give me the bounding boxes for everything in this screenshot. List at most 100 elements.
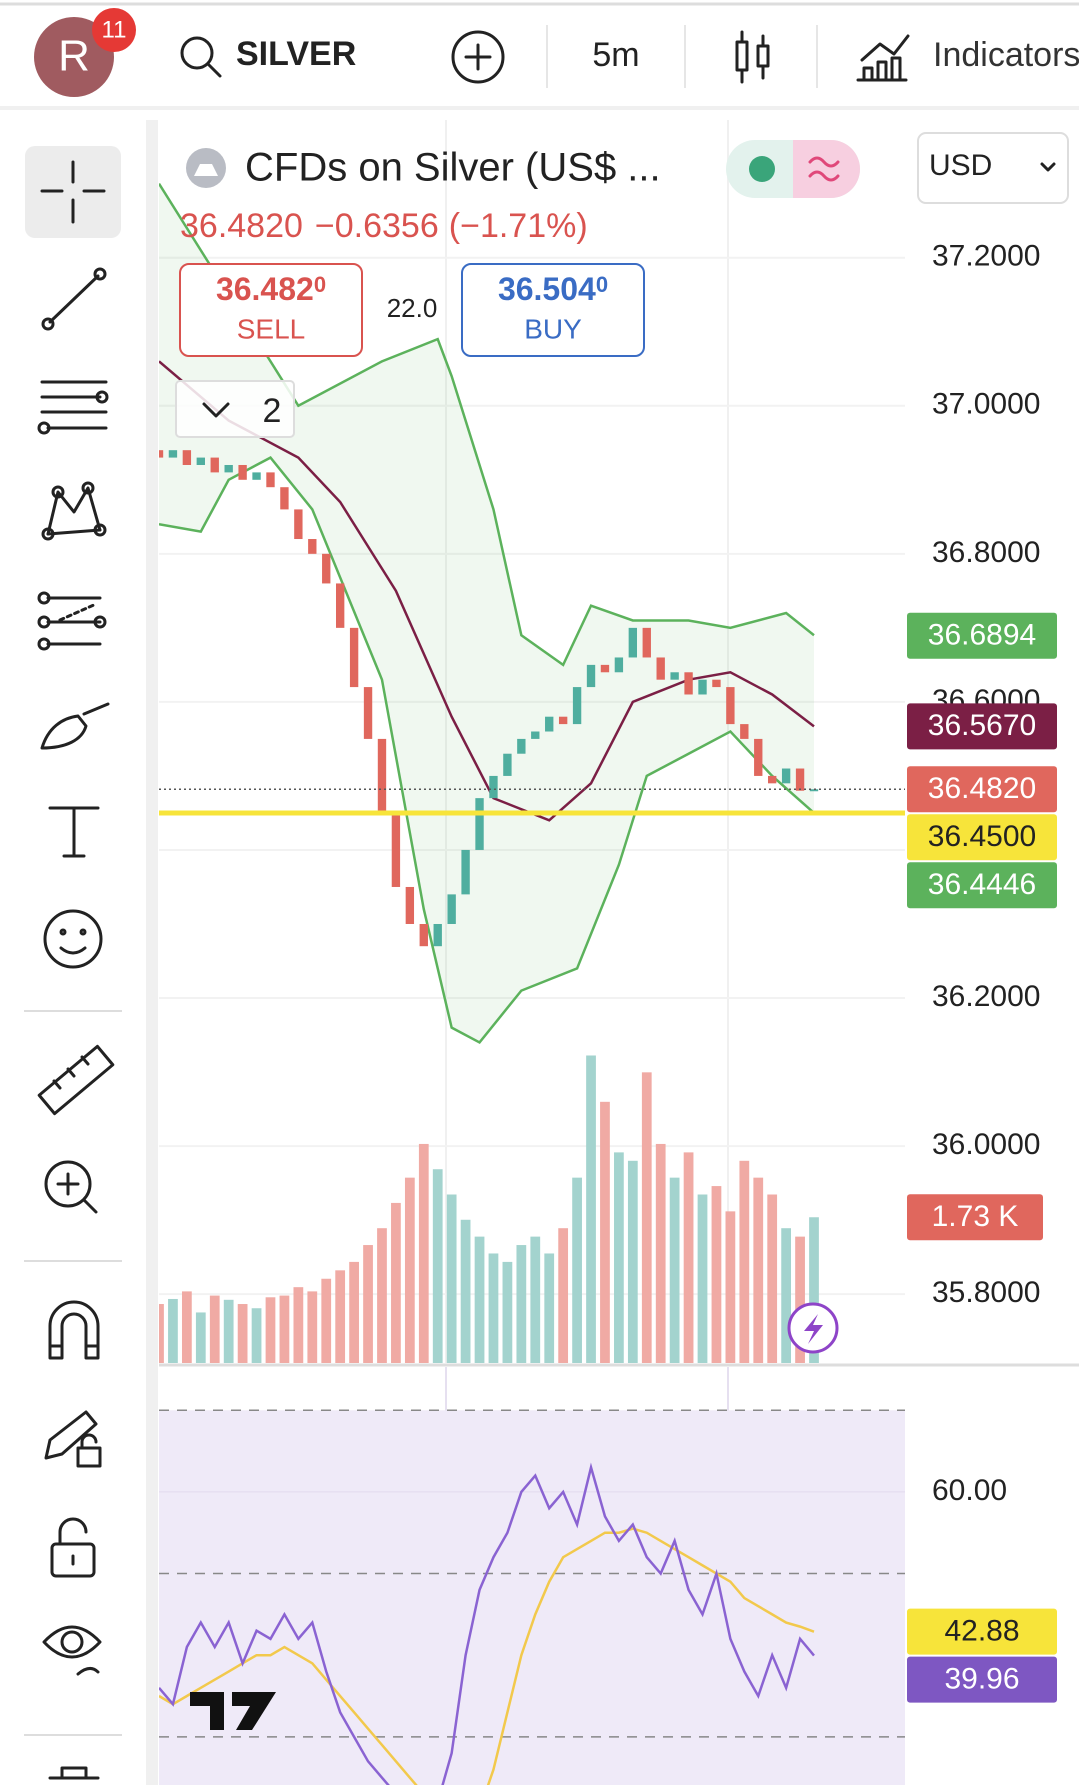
candle xyxy=(224,464,233,473)
volume-bar xyxy=(321,1278,332,1363)
add-symbol[interactable] xyxy=(451,30,505,84)
unlock-tool[interactable] xyxy=(50,1517,96,1578)
candle xyxy=(391,812,401,887)
candle xyxy=(614,657,624,673)
candle xyxy=(656,657,665,680)
candle xyxy=(698,679,707,695)
sell-label: SELL xyxy=(237,313,306,344)
y-tick-label: 60.00 xyxy=(932,1474,1007,1507)
zoom-tool[interactable] xyxy=(44,1160,98,1214)
candle xyxy=(531,731,540,739)
candle xyxy=(280,487,289,510)
price-badge-label: 36.4820 xyxy=(928,772,1036,805)
indicator-line xyxy=(159,183,815,667)
volume-bar xyxy=(781,1228,792,1363)
symbol[interactable]: SILVER xyxy=(236,35,356,73)
crosshair-tool[interactable] xyxy=(25,146,121,238)
price-badge xyxy=(907,1656,1057,1703)
candle xyxy=(210,457,219,473)
volume-bar xyxy=(572,1177,582,1363)
top-bar: R 11 SILVER 5m Indicators xyxy=(0,2,1079,110)
candle xyxy=(447,894,456,924)
sell-button[interactable] xyxy=(179,263,363,357)
volume-bar xyxy=(209,1295,220,1363)
lock-drawings[interactable] xyxy=(44,1410,102,1468)
rsi-line xyxy=(159,1527,815,1785)
candle xyxy=(349,627,359,688)
volume-bar xyxy=(669,1177,680,1363)
candle xyxy=(159,450,164,458)
volume-bar xyxy=(711,1186,722,1363)
price-badge xyxy=(907,1608,1057,1655)
volume-bar xyxy=(195,1312,206,1363)
candle xyxy=(600,664,610,673)
sell-price-main: 36.482 xyxy=(216,271,314,307)
avatar-letter: R xyxy=(58,32,90,81)
magnet-tool[interactable] xyxy=(48,1300,100,1360)
band-fill xyxy=(159,183,814,1043)
volume-bar xyxy=(159,1304,164,1363)
emoji-tool[interactable] xyxy=(43,909,103,969)
fib-tool[interactable] xyxy=(37,380,109,435)
candle xyxy=(433,923,442,947)
volume-bar xyxy=(641,1072,652,1363)
buy-button[interactable] xyxy=(461,263,645,357)
volume-bar xyxy=(349,1261,359,1363)
candle xyxy=(517,738,526,754)
volume-bar xyxy=(809,1217,819,1363)
indicator-line xyxy=(159,360,815,822)
chart-type-icon[interactable] xyxy=(735,30,770,84)
currency-select[interactable] xyxy=(917,132,1069,204)
volume-bar xyxy=(516,1245,527,1363)
volume-bar xyxy=(432,1169,443,1363)
candle xyxy=(781,768,791,784)
notification-badge[interactable] xyxy=(92,8,136,52)
candle xyxy=(754,738,763,776)
text-tool[interactable] xyxy=(48,806,100,858)
candle xyxy=(503,753,512,776)
candle xyxy=(572,687,582,725)
prediction-tool[interactable] xyxy=(37,591,107,651)
candle xyxy=(628,627,638,658)
candle xyxy=(322,553,331,584)
y-tick-label: 37.2000 xyxy=(932,240,1040,273)
ruler-tool[interactable] xyxy=(37,1044,115,1116)
volume-bar xyxy=(697,1194,708,1363)
candle xyxy=(684,672,693,695)
candle xyxy=(294,509,303,540)
search-icon[interactable] xyxy=(180,36,222,78)
trend-line-tool[interactable] xyxy=(41,267,107,331)
volume-badge xyxy=(907,1194,1043,1241)
volume-bar xyxy=(279,1295,290,1363)
candle xyxy=(377,738,387,813)
delete-tool[interactable] xyxy=(48,1766,100,1780)
indicators-icon[interactable] xyxy=(856,34,910,82)
volume-bar xyxy=(418,1143,429,1363)
volume-bar xyxy=(739,1160,750,1363)
pattern-tool[interactable] xyxy=(41,481,107,541)
buy-price-main: 36.504 xyxy=(498,271,596,307)
tradingview-logo xyxy=(190,1692,276,1730)
candle xyxy=(809,789,819,792)
volume-bar xyxy=(404,1177,415,1363)
volume-bar xyxy=(627,1160,638,1363)
candle xyxy=(335,583,345,628)
brush-tool[interactable] xyxy=(40,702,110,750)
price-badge xyxy=(907,862,1057,909)
symbol-title: CFDs on Silver (US$ ... xyxy=(245,146,661,190)
currency: USD xyxy=(929,149,992,182)
volume-bar xyxy=(753,1177,764,1363)
price-badge-label: 36.6894 xyxy=(928,619,1036,652)
visibility-tool[interactable] xyxy=(42,1625,102,1676)
candle xyxy=(545,716,554,732)
sell-pip: 0 xyxy=(314,272,326,297)
volume-bar xyxy=(237,1304,248,1363)
volume-bar xyxy=(488,1253,499,1363)
candle xyxy=(586,664,596,688)
interval[interactable]: 5m xyxy=(592,36,639,74)
buy-pip: 0 xyxy=(596,272,608,297)
indicators-button[interactable]: Indicators xyxy=(933,36,1079,74)
indicators-toggle[interactable] xyxy=(175,380,295,438)
price-badge-label: 36.5670 xyxy=(928,709,1036,742)
